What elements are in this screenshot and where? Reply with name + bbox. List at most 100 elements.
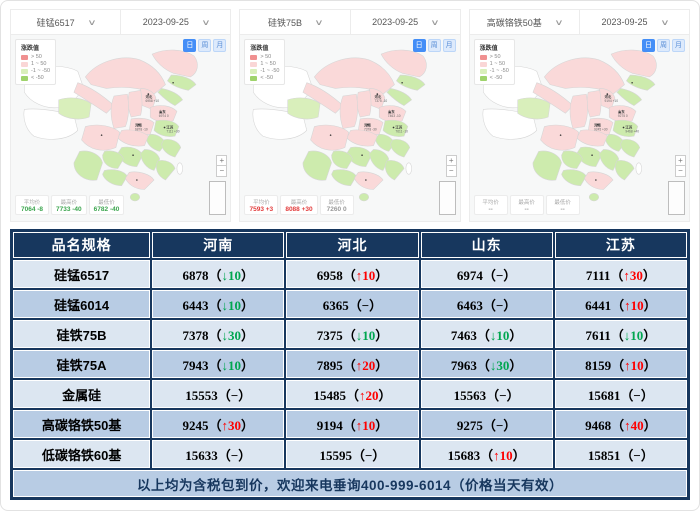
down-arrow-change: ↓10 [221, 357, 242, 373]
map-zoom-control: + − [674, 155, 686, 177]
legend-label: > 50 [489, 54, 501, 60]
stat-value: 7064 -8 [20, 206, 44, 213]
svg-text:山东: 山东 [159, 109, 166, 114]
map-legend: 涨跌值 > 50 1 ~ 50 -1 ~ -50 < -50 [244, 39, 286, 85]
stat-value: 7733 -40 [56, 206, 82, 213]
down-arrow-change: ↓10 [221, 297, 242, 313]
up-arrow-change: ↑20 [355, 357, 376, 373]
legend-item: -1 ~ -50 [479, 68, 509, 74]
stat-cell: 平均价 -- [473, 195, 508, 215]
legend-swatch [21, 54, 28, 60]
price-cell: 15553（−） [152, 380, 285, 408]
map-legend: 涨跌值 > 50 1 ~ 50 -1 ~ -50 < -50 [473, 39, 515, 85]
legend-swatch [479, 54, 487, 60]
no-change-dash: − [499, 387, 507, 403]
price-cell: 15595（−） [286, 440, 419, 468]
up-arrow-change: ↑10 [624, 357, 644, 373]
period-button[interactable]: 日 [183, 39, 197, 52]
no-change-dash: − [495, 417, 504, 433]
legend-item: -1 ~ -50 [250, 68, 279, 74]
chevron-down-icon: ∨ [430, 17, 440, 27]
product-select[interactable]: 高碳铬铁50基 ∨ [470, 10, 579, 34]
no-change-dash: − [495, 267, 504, 283]
down-arrow-change: ↓30 [221, 327, 242, 343]
stat-cell: 最低价 6782 -40 [88, 195, 125, 215]
stat-label: 平均价 [23, 200, 41, 206]
zoom-out-button[interactable]: − [445, 166, 457, 177]
stat-cell: 最高价 7733 -40 [51, 195, 87, 215]
up-arrow-change: ↑10 [355, 417, 376, 433]
svg-text:山东: 山东 [617, 109, 624, 114]
map-body: 河北 6958 +10 山东 6974 0 河南 6878 -10 江苏 7111 +30 涨… [11, 35, 231, 221]
map-panel-header: 硅锰6517 ∨ 2023-09-25 ∨ [11, 10, 231, 35]
product-select[interactable]: 硅铁75B ∨ [240, 10, 349, 34]
period-button[interactable]: 周 [427, 39, 441, 52]
map-stats: 平均价 7064 -8 最高价 7733 -40 最低价 6782 -40 [15, 195, 125, 215]
svg-text:河北: 河北 [604, 94, 611, 99]
stat-cell: 最高价 -- [509, 195, 544, 215]
legend-label: 1 ~ 50 [31, 61, 47, 67]
price-cell: 15681（−） [554, 380, 687, 408]
svg-text:江苏: 江苏 [166, 124, 173, 129]
product-select-value: 硅铁75B [267, 17, 302, 28]
legend-swatch [250, 61, 258, 67]
legend-label: 1 ~ 50 [489, 61, 506, 67]
table-row: 低碳铬铁60基 15633（−） 15595（−） 15683（↑10） 15851（−… [13, 440, 687, 468]
price-cell: 9468（↑40） [554, 410, 687, 438]
no-change-dash: − [230, 387, 239, 403]
period-button[interactable]: 月 [442, 39, 456, 52]
stat-label: 最低价 [554, 200, 571, 206]
price-table-wrap: 品名规格 河南 河北 山东 江苏 硅锰6517 6878（↓10） 6958（↑10） 697… [10, 229, 690, 500]
map-panel: 高碳铬铁50基 ∨ 2023-09-25 ∨ [468, 9, 690, 222]
legend-title: 涨跌值 [479, 46, 498, 52]
zoom-in-button[interactable]: + [216, 155, 228, 166]
legend-swatch [479, 68, 487, 74]
price-cell: 7463（↓10） [420, 320, 553, 348]
legend-swatch [21, 75, 28, 81]
price-cell: 15851（−） [554, 440, 687, 468]
legend-item: 1 ~ 50 [479, 61, 509, 67]
legend-item: 1 ~ 50 [21, 61, 50, 67]
svg-text:河南: 河南 [364, 123, 371, 128]
table-row: 高碳铬铁50基 9245（↑30） 9194（↑10） 9275（−） 9468（↑40… [13, 410, 687, 438]
chevron-down-icon: ∨ [86, 17, 97, 27]
legend-label: < -50 [31, 75, 44, 81]
map-body: 河北 7375 -10 山东 7463 -10 河南 7378 -30 江苏 7611 -10… [240, 35, 460, 221]
period-button[interactable]: 周 [198, 39, 212, 52]
period-button[interactable]: 日 [641, 39, 655, 52]
legend-label: > 50 [260, 54, 272, 60]
date-select-value: 2023-09-25 [601, 17, 648, 27]
map-panel-header: 硅铁75B ∨ 2023-09-25 ∨ [240, 10, 460, 35]
date-select[interactable]: 2023-09-25 ∨ [578, 10, 689, 34]
svg-text:6878 -10: 6878 -10 [135, 127, 148, 131]
stat-label: 平均价 [482, 200, 499, 206]
legend-label: < -50 [260, 75, 274, 81]
table-row: 硅锰6517 6878（↓10） 6958（↑10） 6974（−） 7111（↑30） [13, 260, 687, 288]
stat-label: 最低价 [98, 200, 115, 206]
period-button[interactable]: 月 [213, 39, 227, 52]
stat-cell: 最低价 -- [545, 195, 580, 215]
period-buttons: 日周月 [412, 39, 456, 52]
date-select[interactable]: 2023-09-25 ∨ [349, 10, 460, 34]
price-cell: 15485（↑20） [286, 380, 419, 408]
zoom-out-button[interactable]: − [674, 166, 686, 177]
zoom-in-button[interactable]: + [445, 155, 457, 166]
column-header: 山东 [420, 232, 553, 258]
stat-value: -- [560, 206, 565, 213]
zoom-in-button[interactable]: + [674, 155, 686, 166]
svg-text:河北: 河北 [145, 94, 152, 99]
no-change-dash: − [230, 447, 239, 463]
svg-text:9468 +40: 9468 +40 [625, 129, 639, 133]
table-footer-row: 以上均为含税包到价，欢迎来电垂询400-999-6014（价格当天有效） [13, 470, 687, 497]
south-china-sea-inset [667, 181, 685, 215]
period-button[interactable]: 日 [412, 39, 426, 52]
period-button[interactable]: 周 [656, 39, 670, 52]
svg-text:7111 +30: 7111 +30 [166, 129, 179, 133]
period-button[interactable]: 月 [671, 39, 685, 52]
zoom-out-button[interactable]: − [216, 166, 228, 177]
product-select[interactable]: 硅锰6517 ∨ [11, 10, 120, 34]
svg-text:7611 -10: 7611 -10 [396, 129, 409, 133]
date-select[interactable]: 2023-09-25 ∨ [120, 10, 230, 34]
legend-swatch [250, 54, 258, 60]
